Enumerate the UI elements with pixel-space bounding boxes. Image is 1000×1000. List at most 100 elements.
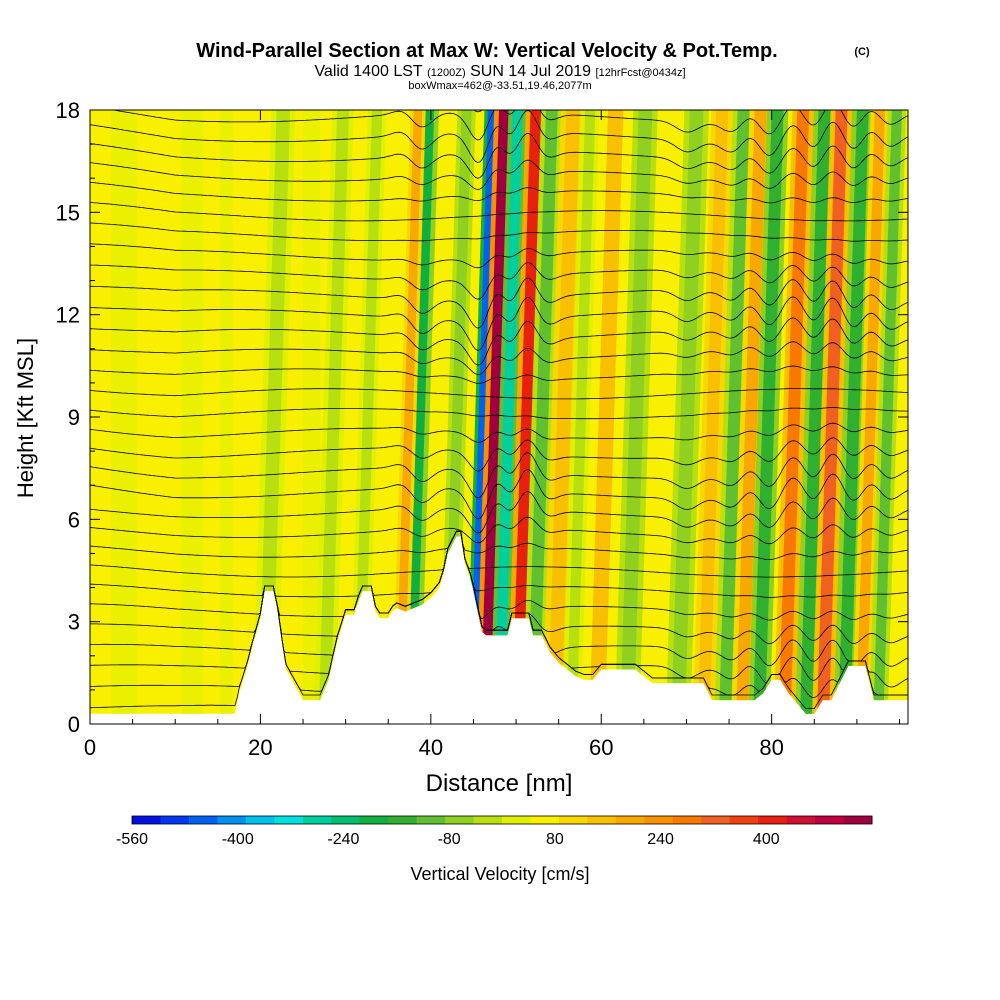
colorbar-swatch	[132, 816, 161, 824]
colorbar-swatch	[160, 816, 190, 824]
weak-patch	[111, 110, 137, 714]
chart-subtitle: Valid 1400 LST (1200Z) SUN 14 Jul 2019 […	[314, 63, 685, 80]
plot-area	[90, 110, 908, 724]
theta-contour	[90, 277, 908, 329]
theta-contour	[90, 222, 908, 242]
theta-contour	[90, 110, 908, 163]
theta-contour	[90, 341, 908, 375]
colorbar-swatch	[331, 816, 361, 824]
theta-contours	[90, 110, 908, 709]
theta-contour	[90, 530, 908, 621]
y-axis: 0 3 6 9 12 15 18	[56, 98, 908, 737]
colorbar-tick-label: -80	[438, 831, 461, 848]
colorbar-swatch	[245, 816, 275, 824]
theta-contour	[90, 202, 908, 222]
colorbar-swatch	[587, 816, 617, 824]
colorbar-swatch	[530, 816, 560, 824]
subtitle-forecast: [12hrFcst@0434z]	[596, 67, 686, 79]
copyright-mark: (C)	[854, 46, 870, 58]
colorbar-swatch	[445, 816, 475, 824]
velocity-band	[799, 110, 831, 714]
theta-contour	[90, 516, 908, 545]
x-axis-label: Distance [nm]	[426, 770, 573, 797]
theta-contour	[90, 262, 908, 300]
colorbar-frame	[131, 815, 873, 825]
weak-patch	[181, 110, 203, 714]
theta-contour	[90, 407, 908, 420]
subtitle-date: SUN 14 Jul 2019	[470, 63, 591, 80]
colorbar: -560 -400 -240 -80 80 240 400	[116, 815, 873, 848]
subtitle-valid: Valid 1400 LST	[314, 63, 422, 80]
colorbar-tick-label: 240	[647, 831, 674, 848]
colorbar-swatch	[815, 816, 845, 824]
velocity-band	[493, 110, 523, 714]
velocity-band	[566, 110, 596, 714]
y-tick-label: 6	[68, 507, 80, 532]
chart-title: Wind-Parallel Section at Max W: Vertical…	[196, 40, 777, 62]
theta-contour	[90, 530, 908, 578]
y-tick-label: 9	[68, 405, 80, 430]
colorbar-swatch	[359, 816, 389, 824]
theta-contour	[90, 422, 908, 443]
colorbar-swatch	[416, 816, 446, 824]
y-tick-label: 12	[56, 303, 80, 328]
theta-contour	[90, 110, 908, 141]
x-tick-label: 0	[84, 735, 96, 760]
colorbar-swatch	[502, 816, 531, 824]
colorbar-swatch	[758, 816, 788, 824]
theta-contour	[90, 296, 908, 351]
theta-contour	[90, 388, 908, 400]
velocity-band	[718, 110, 750, 714]
velocity-band	[697, 110, 729, 714]
y-tick-label: 18	[56, 98, 80, 123]
theta-contour	[90, 437, 908, 472]
colorbar-tick-label: -400	[222, 831, 254, 848]
colorbar-swatch	[473, 816, 503, 824]
colorbar-tick-label: 80	[546, 831, 564, 848]
colorbar-swatch	[274, 816, 304, 824]
y-tick-label: 15	[56, 200, 80, 225]
velocity-band	[778, 110, 810, 714]
weak-patch	[303, 110, 321, 714]
x-tick-label: 40	[419, 735, 443, 760]
colorbar-swatch	[843, 816, 873, 824]
velocity-band	[816, 110, 848, 714]
colorbar-swatch	[188, 816, 218, 824]
theta-contour	[90, 530, 908, 561]
x-tick-label: 20	[248, 735, 272, 760]
colorbar-swatch	[302, 816, 332, 824]
velocity-band	[589, 110, 624, 714]
velocity-band	[735, 110, 767, 714]
velocity-field	[90, 110, 908, 714]
y-axis-label: Height [Kft MSL]	[13, 338, 38, 498]
y-tick-label: 3	[68, 610, 80, 635]
velocity-band	[318, 110, 349, 714]
weak-patch	[219, 110, 233, 714]
colorbar-tick-label: -560	[116, 831, 148, 848]
theta-contour	[90, 530, 908, 598]
theta-contour	[90, 159, 908, 190]
velocity-band	[671, 110, 704, 714]
theta-contour	[90, 365, 908, 384]
colorbar-swatch	[672, 816, 702, 824]
velocity-band	[527, 110, 558, 714]
x-axis: 0 20 40 60 80	[84, 110, 900, 760]
theta-contour	[90, 133, 908, 179]
theta-contour	[90, 469, 908, 520]
colorbar-label: Vertical Velocity [cm/s]	[410, 864, 589, 884]
velocity-band	[547, 110, 580, 714]
colorbar-swatch	[701, 816, 731, 824]
theta-contour	[90, 317, 908, 366]
subtitle-utc: (1200Z)	[427, 67, 466, 79]
theta-contour	[90, 181, 908, 204]
theta-contour	[90, 243, 908, 269]
velocity-band	[480, 110, 511, 714]
theta-contour	[90, 530, 908, 644]
colorbar-swatch	[388, 816, 418, 824]
colorbar-swatch	[615, 816, 645, 824]
x-tick-label: 80	[759, 735, 783, 760]
colorbar-tick-label: -240	[327, 831, 359, 848]
theta-contour	[90, 452, 908, 499]
y-tick-label: 0	[68, 712, 80, 737]
